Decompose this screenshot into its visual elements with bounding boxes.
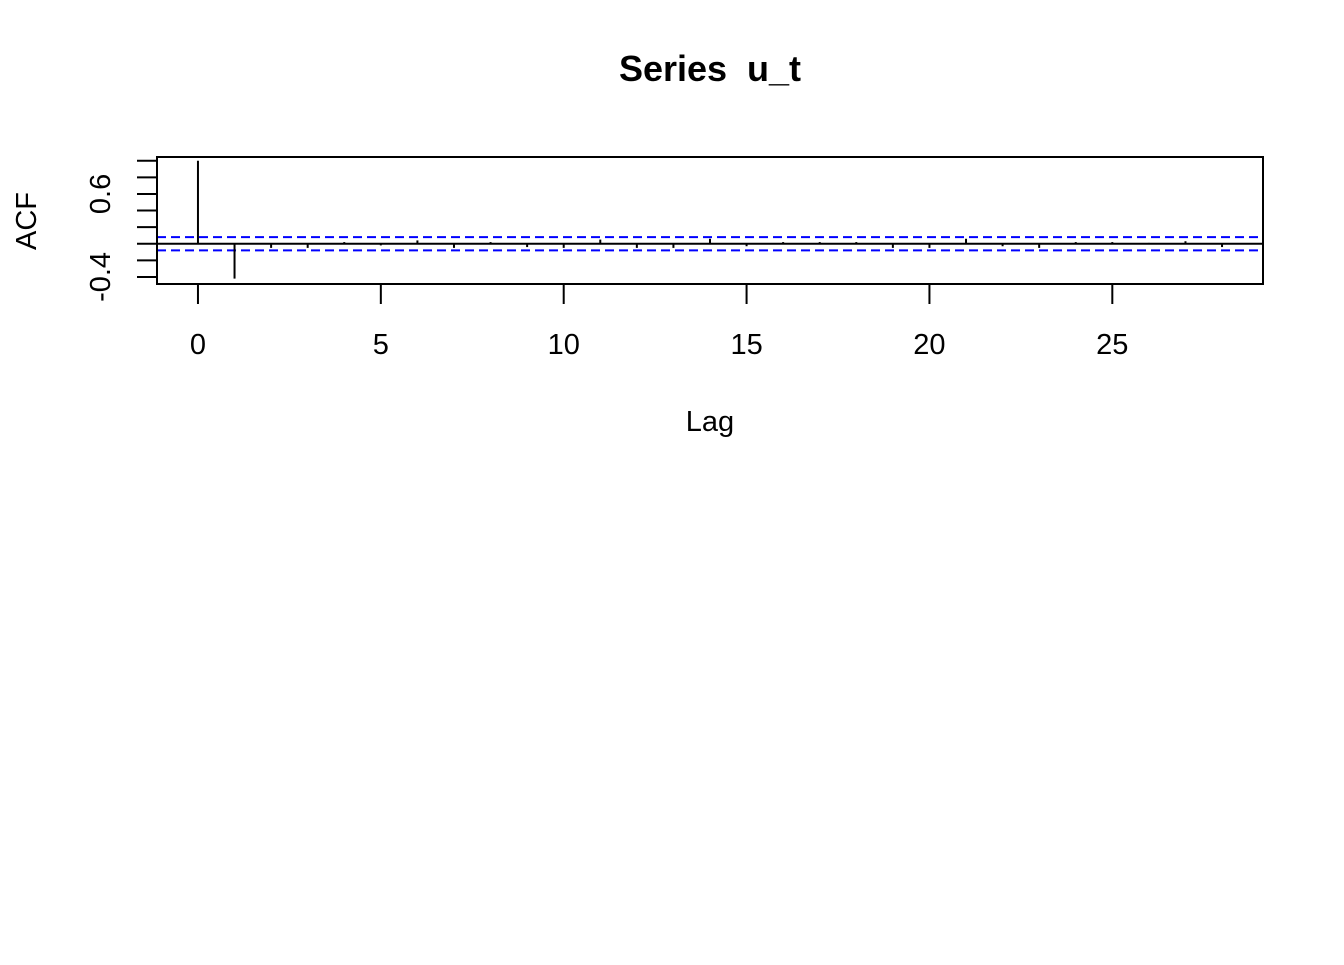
x-tick-label-0: 0 — [190, 329, 206, 361]
x-axis: 0 5 10 15 20 25 — [190, 283, 1128, 361]
x-tick-label-10: 10 — [548, 329, 580, 361]
x-tick-label-5: 5 — [373, 329, 389, 361]
x-tick-label-20: 20 — [913, 329, 945, 361]
chart-title: Series u_t — [619, 48, 801, 89]
x-axis-label: Lag — [686, 406, 734, 438]
x-tick-label-25: 25 — [1096, 329, 1128, 361]
y-axis: -0.4 0.6 — [85, 159, 158, 302]
confidence-band-group — [157, 236, 1263, 252]
y-tick-label-0: -0.4 — [85, 252, 117, 302]
x-tick-label-15: 15 — [730, 329, 762, 361]
plot-frame — [156, 156, 1264, 285]
acf-bars-group — [196, 160, 1224, 279]
y-tick-label-1: 0.6 — [85, 174, 117, 214]
y-axis-label: ACF — [11, 192, 43, 250]
